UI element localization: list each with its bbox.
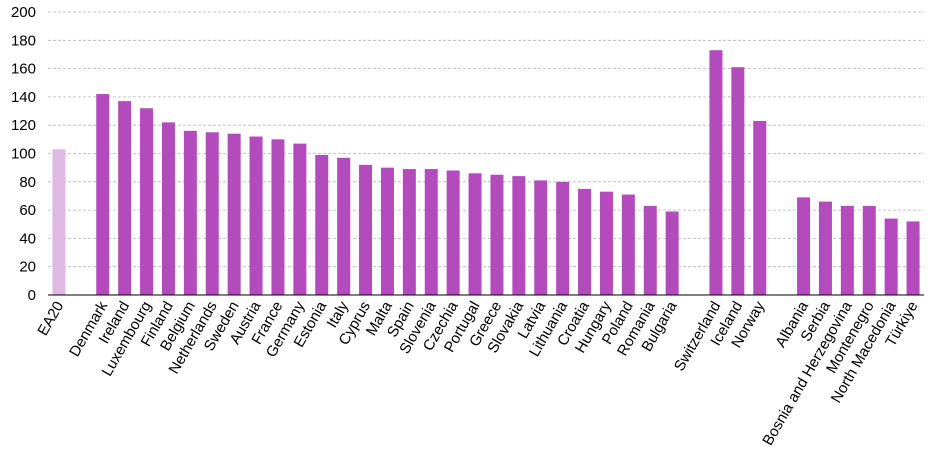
bar <box>52 149 66 295</box>
y-tick-label: 200 <box>11 4 36 21</box>
bar <box>446 170 460 295</box>
bar <box>315 154 329 295</box>
x-tick-label: EA20 <box>34 299 67 339</box>
bar <box>556 181 570 295</box>
bar <box>512 176 526 295</box>
y-tick-label: 0 <box>28 287 36 304</box>
bar <box>359 164 373 295</box>
bar <box>183 130 197 295</box>
bar <box>118 101 132 296</box>
bar <box>621 194 635 295</box>
y-tick-label: 40 <box>19 230 36 247</box>
bar <box>599 191 613 295</box>
bar <box>731 67 745 295</box>
bar <box>293 143 307 295</box>
bar <box>490 174 504 295</box>
bar <box>534 180 548 295</box>
bar <box>205 132 219 295</box>
bar <box>840 205 854 295</box>
bar <box>96 94 110 295</box>
bar <box>424 169 438 295</box>
y-tick-label: 120 <box>11 117 36 134</box>
y-axis-ticks: 0 20 40 60 80 100 120 140 160 180 200 <box>11 4 36 304</box>
x-axis-ticks: EA20DenmarkIrelandLuxembourgFinlandBelgi… <box>34 298 921 449</box>
bar <box>578 188 592 295</box>
bar <box>468 173 482 295</box>
bar <box>862 205 876 295</box>
y-tick-label: 20 <box>19 259 36 276</box>
bar <box>753 120 767 295</box>
bar <box>709 50 723 295</box>
bar <box>380 167 394 295</box>
bar <box>818 201 832 295</box>
bar <box>665 211 679 295</box>
bar <box>161 122 175 296</box>
bar <box>797 197 811 295</box>
bar <box>884 218 898 295</box>
bars <box>52 50 920 296</box>
y-tick-label: 180 <box>11 32 36 49</box>
y-tick-label: 60 <box>19 202 36 219</box>
y-tick-label: 140 <box>11 89 36 106</box>
y-tick-label: 100 <box>11 146 36 163</box>
bar <box>140 108 154 295</box>
bar <box>402 169 416 295</box>
bar <box>249 136 263 295</box>
bar <box>643 205 657 295</box>
bar <box>906 221 920 295</box>
bar <box>227 133 241 295</box>
bar <box>271 139 285 295</box>
y-tick-label: 160 <box>11 61 36 78</box>
y-tick-label: 80 <box>19 174 36 191</box>
gridlines <box>48 11 924 268</box>
bar <box>337 157 351 295</box>
